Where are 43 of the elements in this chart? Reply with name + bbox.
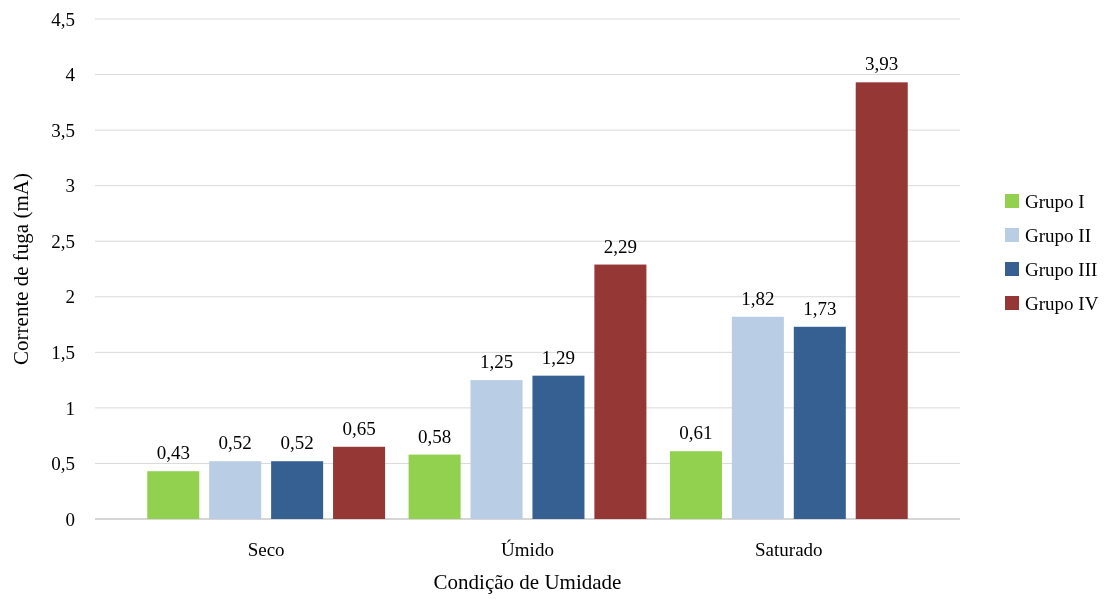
y-tick-label: 2	[65, 286, 75, 308]
y-tick-label: 4	[65, 64, 76, 86]
y-tick-label: 1,5	[51, 341, 75, 363]
y-tick-label: 1	[65, 397, 75, 419]
bar	[669, 451, 722, 519]
data-label: 1,25	[479, 351, 514, 373]
y-axis-title: Corrente de fuga (mA)	[9, 173, 33, 365]
y-tick-label: 3,5	[51, 119, 75, 141]
data-label: 0,52	[218, 432, 252, 454]
bar	[147, 471, 200, 519]
y-tick-label: 0,5	[51, 453, 75, 475]
data-label: 0,61	[679, 422, 713, 444]
data-label: 1,73	[803, 297, 837, 319]
bar	[209, 461, 262, 519]
y-tick-label: 4,5	[51, 8, 75, 30]
legend-label: Grupo II	[1025, 224, 1091, 246]
legend-label: Grupo IV	[1025, 292, 1099, 314]
y-tick-label: 3	[65, 175, 75, 197]
data-label: 0,58	[417, 425, 452, 447]
bar	[594, 264, 647, 519]
bar	[855, 82, 908, 519]
bar	[532, 375, 585, 519]
x-tick-label: Úmido	[501, 539, 554, 560]
data-label: 2,29	[603, 235, 638, 257]
data-label: 0,65	[342, 417, 376, 439]
x-tick-label: Saturado	[755, 539, 823, 560]
legend-label: Grupo I	[1025, 190, 1085, 212]
bar	[731, 316, 784, 519]
data-label: 3,93	[865, 53, 899, 75]
data-label: 1,82	[741, 287, 775, 309]
legend-label: Grupo III	[1025, 258, 1098, 280]
x-axis-title: Condição de Umidade	[433, 570, 622, 594]
bar	[408, 454, 461, 519]
data-label: 1,29	[541, 346, 576, 368]
bar	[333, 446, 386, 519]
y-tick-label: 2,5	[51, 230, 75, 252]
bar	[271, 461, 324, 519]
y-tick-label: 0	[65, 508, 75, 530]
x-tick-label: Seco	[247, 539, 285, 560]
bar	[793, 326, 846, 519]
data-label: 0,43	[156, 442, 190, 464]
bar	[470, 380, 523, 519]
data-label: 0,52	[280, 432, 314, 454]
